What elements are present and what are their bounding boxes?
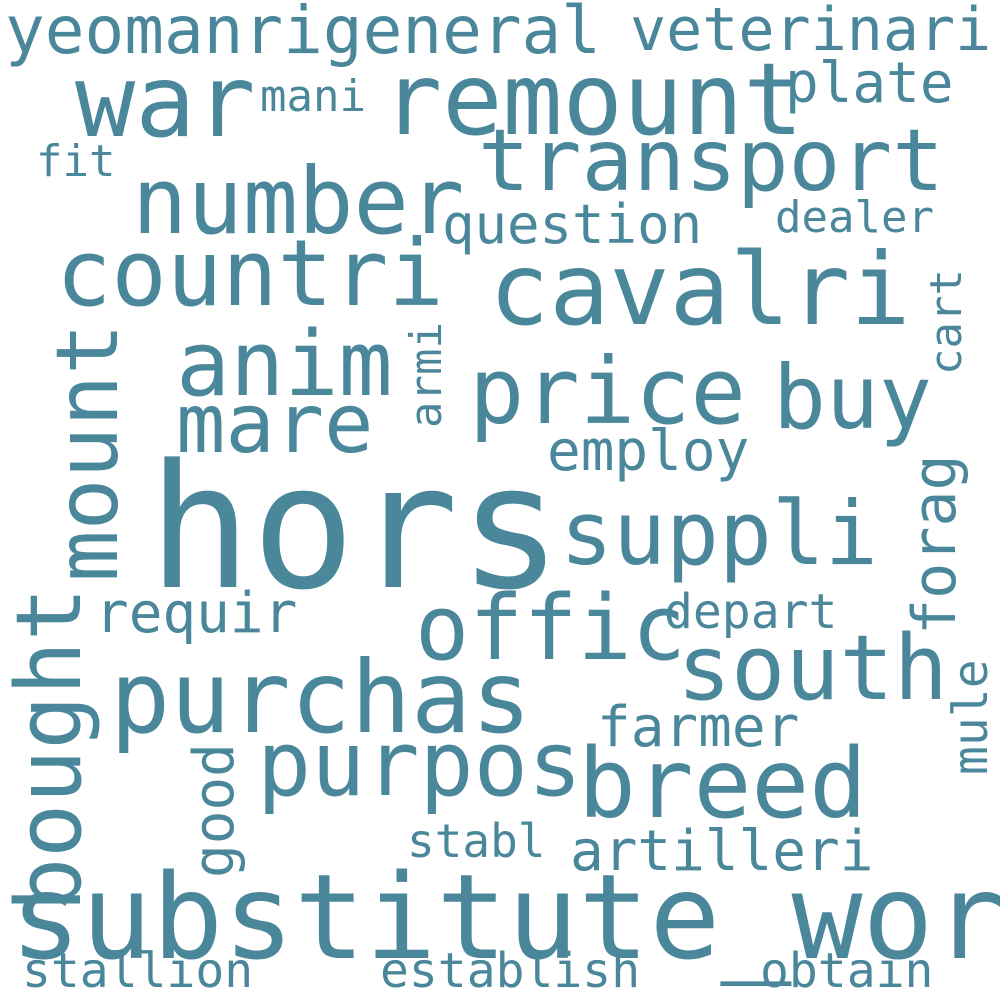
- word-war: war: [75, 43, 256, 160]
- word-veterinari: veterinari: [630, 0, 992, 65]
- word-offic: offic: [415, 576, 686, 681]
- word-mule: mule: [943, 659, 999, 775]
- word-establish: establish: [380, 943, 641, 999]
- word-fit: fit: [36, 136, 116, 187]
- word-cart: cart: [921, 269, 972, 375]
- word-artilleri: artilleri: [570, 819, 874, 884]
- word-employ: employ: [547, 419, 750, 484]
- word-obtain: obtain: [760, 943, 934, 999]
- word-armi: armi: [401, 322, 452, 428]
- word-countri: countri: [56, 220, 444, 327]
- word-breed: breed: [578, 728, 867, 840]
- word-cavalri: cavalri: [489, 231, 911, 348]
- word-purpos: purpos: [257, 712, 583, 817]
- word-south: south: [677, 616, 948, 721]
- word-bought: bought: [0, 586, 102, 912]
- word-mare: mare: [176, 377, 374, 472]
- word-yeomanrigeneral: yeomanrigeneral: [5, 0, 602, 69]
- word-suppli: suppli: [560, 482, 878, 585]
- word-remount: remount: [382, 41, 804, 158]
- word-hors: hors: [148, 427, 563, 628]
- word-stabl: stabl: [407, 814, 546, 868]
- word-forag: forag: [900, 454, 970, 635]
- word-anim: anim: [176, 312, 393, 417]
- word-stallion: stallion: [22, 943, 254, 999]
- word-question: question: [442, 193, 703, 256]
- word-purchas: purchas: [110, 639, 532, 756]
- word-number: number: [132, 148, 465, 255]
- word-farmer: farmer: [597, 695, 800, 760]
- word-requir: requir: [95, 581, 298, 646]
- word-substitute-word: substitute_word: [10, 848, 1000, 986]
- word-buy: buy: [773, 346, 932, 449]
- word-transport: transport: [478, 111, 944, 211]
- word-depart: depart: [664, 584, 838, 640]
- word-good: good: [182, 743, 247, 878]
- word-mani: mani: [260, 71, 366, 122]
- word-dealer: dealer: [775, 192, 934, 243]
- word-mount: mount: [38, 323, 138, 582]
- word-price: price: [469, 338, 746, 445]
- word-plate: plate: [785, 51, 954, 116]
